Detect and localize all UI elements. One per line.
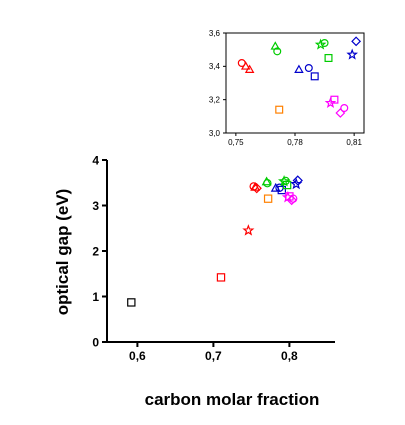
x-tick-label: 0,8 — [281, 349, 298, 363]
data-point-circle — [320, 38, 329, 47]
data-point-square — [277, 185, 287, 195]
x-axis-label: carbon molar fraction — [145, 390, 320, 409]
data-point-diamond — [292, 175, 303, 186]
inset-scatter-plot: 0,75 0,78 0,81 3,0 3,2 3,4 3,6 — [209, 29, 365, 147]
x-tick-label: 0,6 — [129, 349, 146, 363]
data-point-circle — [340, 103, 349, 112]
data-point-triangle — [240, 61, 251, 70]
data-point-diamond — [351, 36, 362, 47]
plot-frame — [225, 32, 365, 134]
y-tick-label: 3,0 — [209, 129, 221, 138]
data-point-star — [346, 48, 358, 60]
data-point-square — [275, 105, 284, 114]
data-point-square — [324, 53, 333, 62]
data-point-triangle — [244, 64, 255, 73]
y-tick-label: 3,6 — [209, 29, 221, 38]
y-tick-label: 4 — [92, 153, 99, 167]
data-point-star — [324, 96, 337, 108]
data-point-circle — [304, 63, 313, 72]
data-point-circle — [289, 194, 298, 203]
data-point-star — [242, 224, 255, 236]
data-point-circle — [273, 47, 282, 56]
main-scatter-plot: 0,6 0,7 0,8 0 1 2 3 4 — [92, 153, 335, 363]
data-point-diamond — [286, 194, 297, 206]
x-tick-label: 0,75 — [228, 138, 244, 147]
data-point-square — [282, 180, 292, 190]
y-tick-label: 3,2 — [209, 96, 221, 105]
data-point-diamond — [251, 183, 262, 194]
data-point-square — [216, 273, 226, 282]
data-point-circle — [263, 179, 272, 188]
y-tick-label: 0 — [92, 335, 99, 349]
x-tick-label: 0,7 — [205, 349, 222, 363]
data-point-square — [330, 95, 339, 104]
data-point-square — [127, 298, 136, 307]
y-tick-label: 3 — [92, 199, 99, 213]
data-point-star — [314, 38, 327, 50]
x-tick-label: 0,78 — [287, 138, 303, 147]
x-tick-label: 0,81 — [346, 138, 362, 147]
y-tick-label: 1 — [92, 290, 99, 304]
y-tick-label: 3,4 — [209, 62, 221, 71]
data-point-square — [263, 194, 273, 203]
y-axis-label: optical gap (eV) — [53, 189, 72, 316]
y-tick-label: 2 — [92, 244, 99, 258]
data-point-triangle — [294, 64, 304, 73]
data-point-square — [310, 72, 319, 81]
data-point-diamond — [335, 108, 346, 118]
